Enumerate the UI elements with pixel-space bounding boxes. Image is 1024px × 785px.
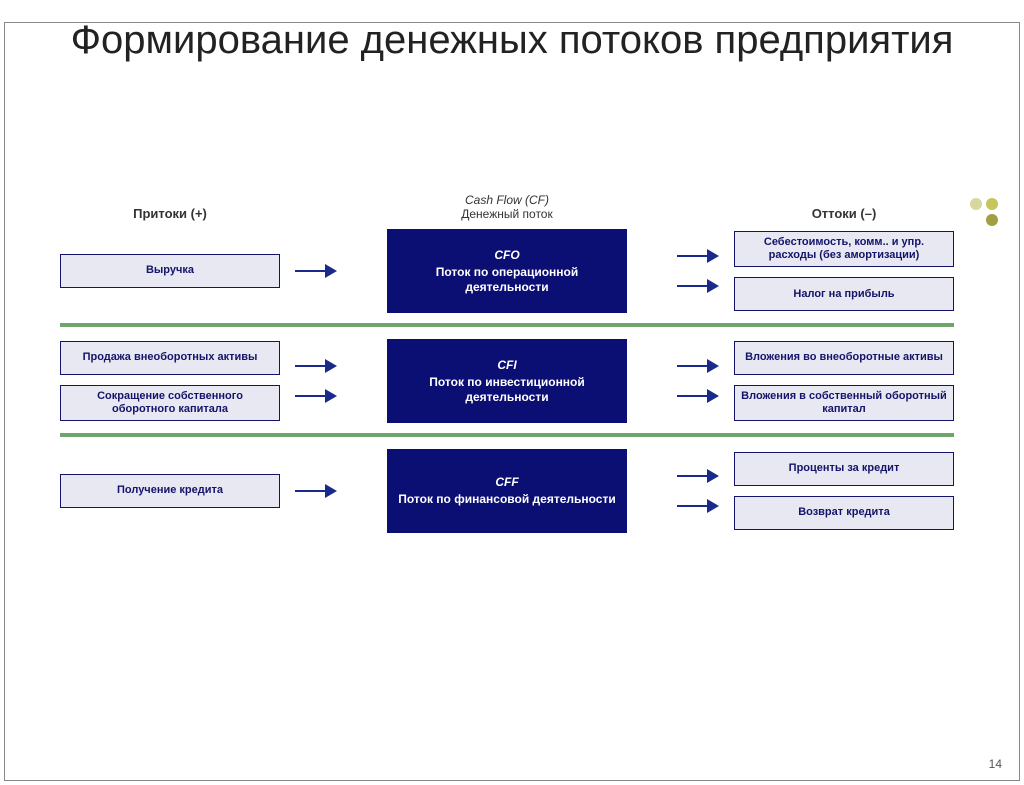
arrow-column	[676, 248, 720, 294]
arrow-column	[676, 468, 720, 514]
center-flow-box: CFI Поток по инвестиционной деятельности	[387, 339, 627, 423]
sections-container: Выручка CFO Поток по операционной деятельн…	[60, 229, 954, 533]
flow-item-box: Вложения в собственный оборотный капитал	[734, 385, 954, 421]
arrow-right-icon	[295, 263, 337, 279]
center-flow-box: CFO Поток по операционной деятельности	[387, 229, 627, 313]
flow-section: Выручка CFO Поток по операционной деятельн…	[60, 229, 954, 313]
arrow-right-icon	[677, 248, 719, 264]
inflow-stack: Продажа внеоборотных активы Сокращение со…	[60, 341, 280, 421]
flow-section: Получение кредита CFF Поток по финансовой …	[60, 449, 954, 533]
flow-item-box: Вложения во внеоборотные активы	[734, 341, 954, 375]
arrow-right-icon	[677, 278, 719, 294]
section-divider	[60, 323, 954, 327]
flow-item-box: Выручка	[60, 254, 280, 288]
center-desc: Поток по инвестиционной деятельности	[398, 375, 616, 405]
flow-section: Продажа внеоборотных активы Сокращение со…	[60, 339, 954, 423]
header-outflows: Оттоки (–)	[734, 206, 954, 221]
arrow-right-icon	[677, 388, 719, 404]
center-desc: Поток по финансовой деятельности	[398, 492, 616, 507]
center-column: CFI Поток по инвестиционной деятельности	[352, 339, 662, 423]
center-abbr: CFI	[398, 358, 616, 373]
inflow-stack: Выручка	[60, 254, 280, 288]
inflow-stack: Получение кредита	[60, 474, 280, 508]
arrow-right-icon	[295, 483, 337, 499]
outflow-stack: Себестоимость, комм.. и упр. расходы (бе…	[734, 231, 954, 311]
dot-icon	[970, 214, 982, 226]
flow-item-box: Проценты за кредит	[734, 452, 954, 486]
center-column: CFO Поток по операционной деятельности	[352, 229, 662, 313]
flow-item-box: Получение кредита	[60, 474, 280, 508]
center-flow-box: CFF Поток по финансовой деятельности	[387, 449, 627, 533]
center-abbr: CFF	[398, 475, 616, 490]
center-desc: Поток по операционной деятельности	[398, 265, 616, 295]
section-divider	[60, 433, 954, 437]
arrow-right-icon	[677, 498, 719, 514]
arrow-right-icon	[295, 358, 337, 374]
decoration-dots	[970, 198, 998, 226]
arrow-column	[294, 483, 338, 499]
center-column: CFF Поток по финансовой деятельности	[352, 449, 662, 533]
flow-item-box: Продажа внеоборотных активы	[60, 341, 280, 375]
arrow-right-icon	[677, 358, 719, 374]
center-abbr: CFO	[398, 248, 616, 263]
arrow-column	[294, 358, 338, 404]
dot-icon	[986, 214, 998, 226]
dot-icon	[986, 198, 998, 210]
arrow-right-icon	[295, 388, 337, 404]
header-center-en: Cash Flow (CF)	[465, 193, 549, 207]
flow-item-box: Возврат кредита	[734, 496, 954, 530]
arrow-column	[676, 358, 720, 404]
flow-diagram: Притоки (+) Cash Flow (CF) Денежный пото…	[60, 193, 954, 539]
page-number: 14	[989, 757, 1002, 771]
arrow-column	[294, 263, 338, 279]
dot-icon	[970, 198, 982, 210]
column-headers: Притоки (+) Cash Flow (CF) Денежный пото…	[60, 193, 954, 221]
header-center: Cash Flow (CF) Денежный поток	[280, 193, 734, 221]
header-inflows: Притоки (+)	[60, 206, 280, 221]
flow-item-box: Налог на прибыль	[734, 277, 954, 311]
outflow-stack: Проценты за кредит Возврат кредита	[734, 452, 954, 530]
flow-item-box: Себестоимость, комм.. и упр. расходы (бе…	[734, 231, 954, 267]
arrow-right-icon	[677, 468, 719, 484]
header-center-ru: Денежный поток	[280, 207, 734, 221]
flow-item-box: Сокращение собственного оборотного капит…	[60, 385, 280, 421]
outflow-stack: Вложения во внеоборотные активы Вложения …	[734, 341, 954, 421]
